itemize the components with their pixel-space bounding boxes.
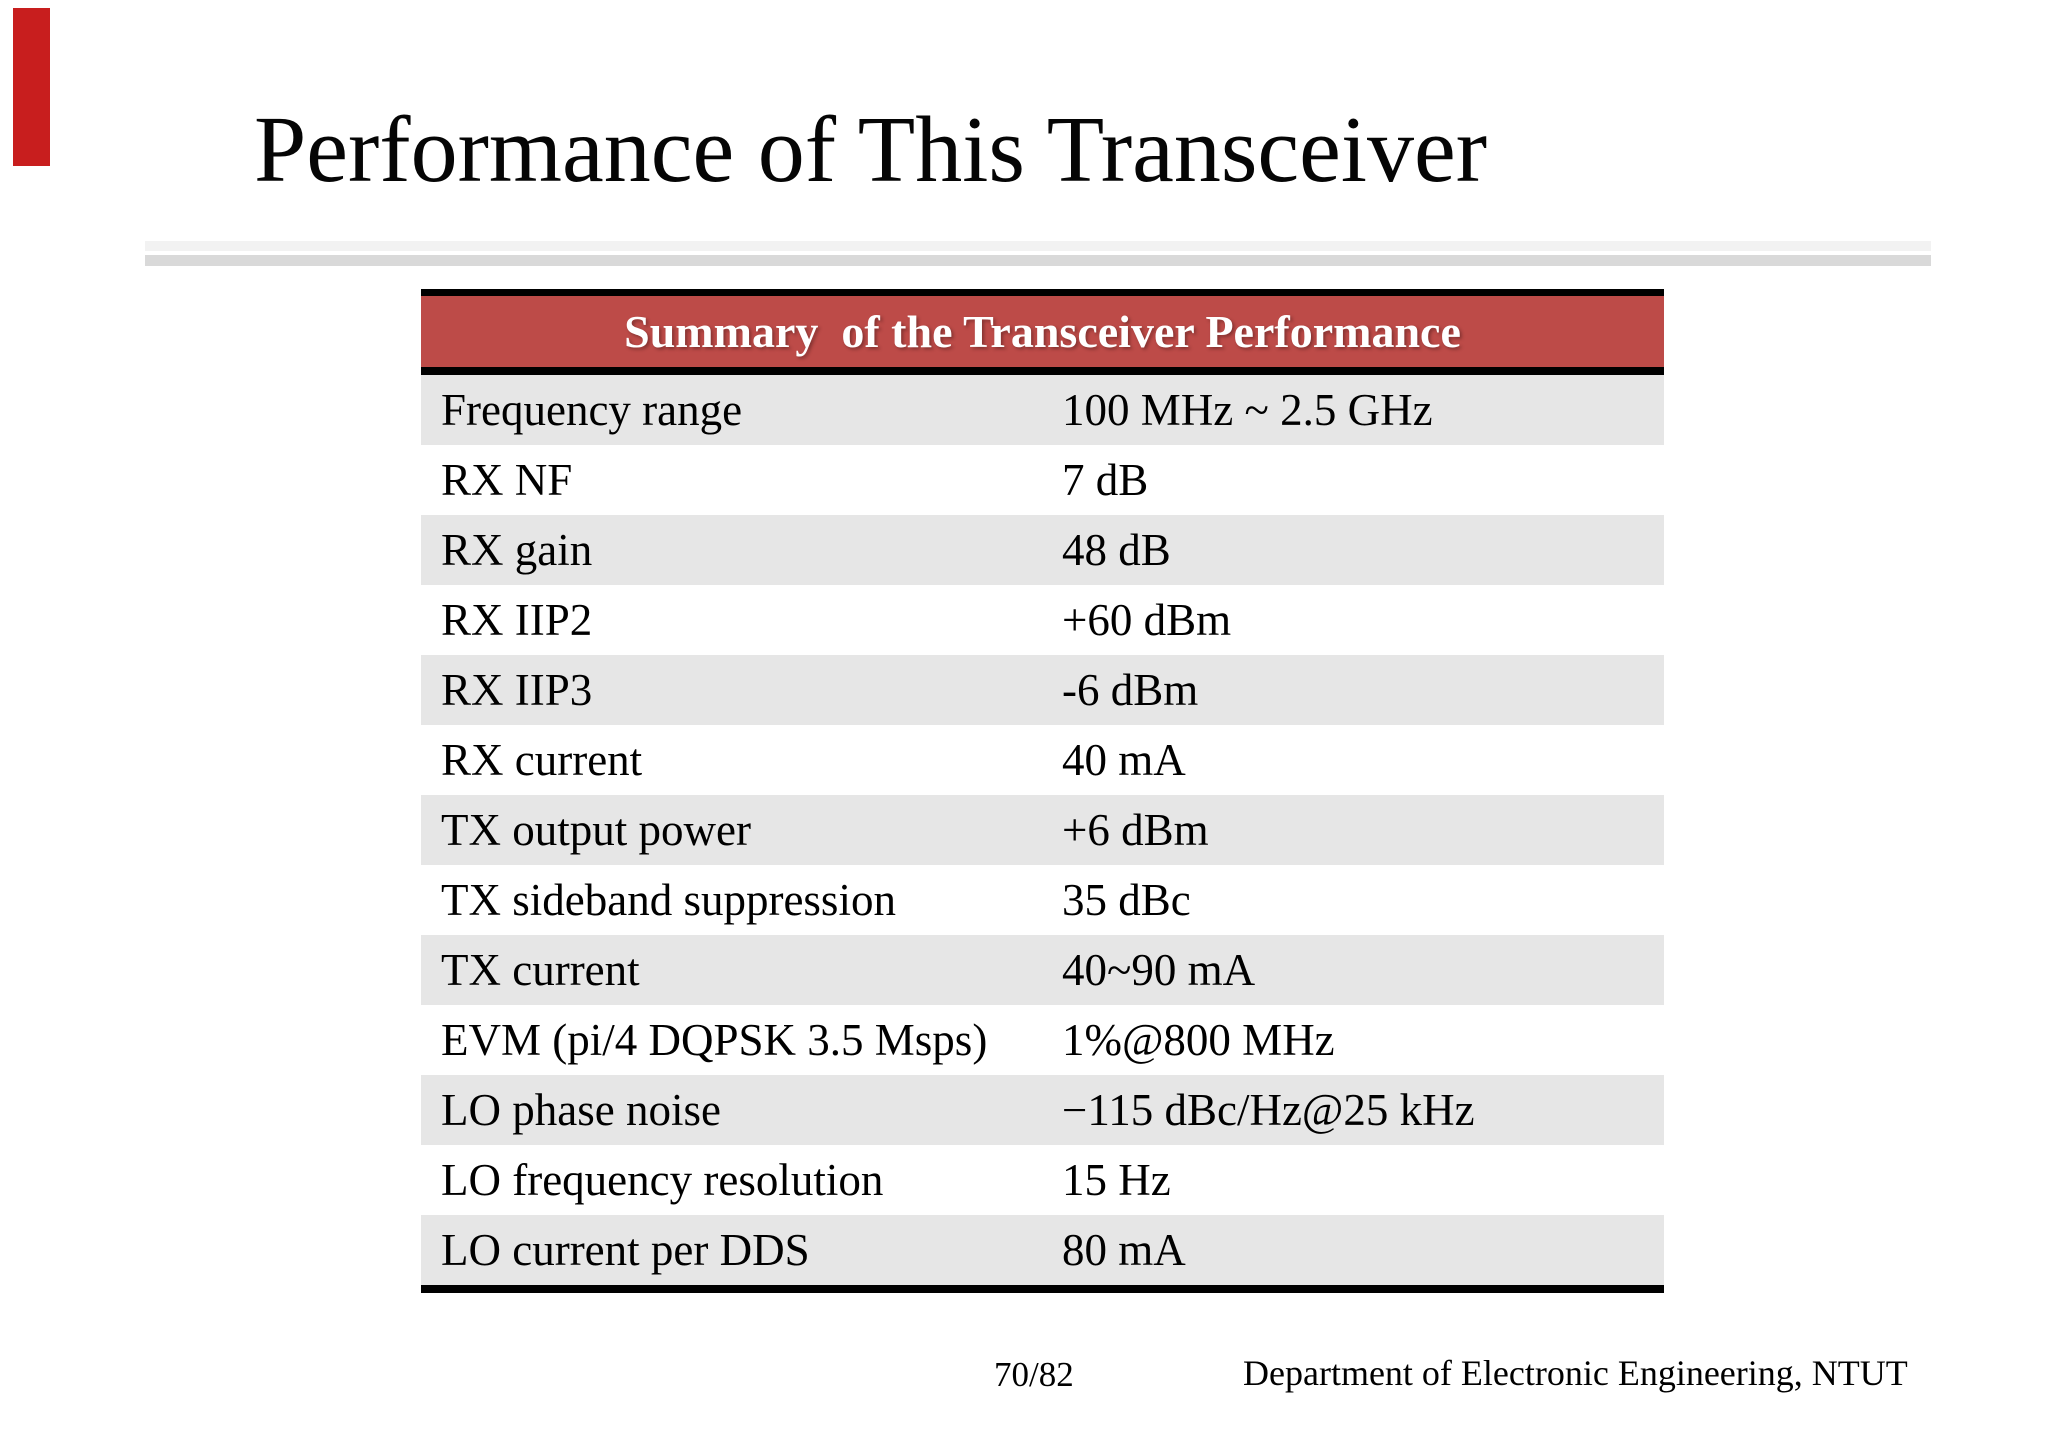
row-value: 48 dB: [1062, 525, 1171, 575]
row-label: TX current: [441, 945, 640, 995]
row-value: 40~90 mA: [1062, 945, 1256, 995]
table-header: Summary of the Transceiver Performance: [421, 296, 1664, 375]
row-value: 35 dBc: [1062, 875, 1191, 925]
page-number: 70/82: [994, 1355, 1074, 1394]
row-label: RX gain: [441, 525, 593, 575]
corner-accent-bar: [13, 8, 50, 166]
row-value: 40 mA: [1062, 735, 1186, 785]
row-label: LO phase noise: [441, 1085, 721, 1135]
row-value: 80 mA: [1062, 1225, 1186, 1275]
row-value: 7 dB: [1062, 455, 1149, 505]
table-row: RX current 40 mA: [421, 725, 1664, 795]
table-row: RX IIP3 -6 dBm: [421, 655, 1664, 725]
row-label: EVM (pi/4 DQPSK 3.5 Msps): [441, 1015, 988, 1065]
row-label: Frequency range: [441, 385, 743, 435]
footer-affiliation: Department of Electronic Engineering, NT…: [1243, 1353, 1908, 1393]
row-label: RX IIP2: [441, 595, 593, 645]
performance-summary-table: Summary of the Transceiver Performance F…: [421, 289, 1664, 1293]
title-divider-lower: [145, 255, 1931, 266]
row-value: 15 Hz: [1062, 1155, 1171, 1205]
table-row: RX gain 48 dB: [421, 515, 1664, 585]
table-row: LO current per DDS 80 mA: [421, 1215, 1664, 1285]
row-label: LO current per DDS: [441, 1225, 810, 1275]
row-label: TX output power: [441, 805, 751, 855]
table-row: TX current 40~90 mA: [421, 935, 1664, 1005]
table-row: RX NF 7 dB: [421, 445, 1664, 515]
row-value: 100 MHz ~ 2.5 GHz: [1062, 385, 1433, 435]
row-value: −115 dBc/Hz@25 kHz: [1062, 1085, 1475, 1135]
row-value: 1%@800 MHz: [1062, 1015, 1335, 1065]
table-body: Frequency range 100 MHz ~ 2.5 GHz RX NF …: [421, 375, 1664, 1285]
table-row: RX IIP2 +60 dBm: [421, 585, 1664, 655]
slide-title: Performance of This Transceiver: [254, 98, 1488, 202]
table-row: TX output power +6 dBm: [421, 795, 1664, 865]
table-row: LO phase noise −115 dBc/Hz@25 kHz: [421, 1075, 1664, 1145]
title-divider-upper: [145, 241, 1931, 251]
row-value: +60 dBm: [1062, 595, 1232, 645]
table-row: EVM (pi/4 DQPSK 3.5 Msps) 1%@800 MHz: [421, 1005, 1664, 1075]
row-value: -6 dBm: [1062, 665, 1199, 715]
table-row: TX sideband suppression 35 dBc: [421, 865, 1664, 935]
table-row: Frequency range 100 MHz ~ 2.5 GHz: [421, 375, 1664, 445]
row-label: RX NF: [441, 455, 573, 505]
row-label: TX sideband suppression: [441, 875, 896, 925]
row-label: RX IIP3: [441, 665, 593, 715]
row-label: RX current: [441, 735, 643, 785]
table-row: LO frequency resolution 15 Hz: [421, 1145, 1664, 1215]
row-label: LO frequency resolution: [441, 1155, 884, 1205]
row-value: +6 dBm: [1062, 805, 1209, 855]
